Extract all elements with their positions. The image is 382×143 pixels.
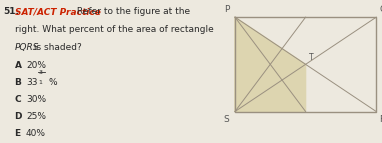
Text: 30%: 30% bbox=[26, 95, 46, 104]
Text: 3: 3 bbox=[39, 70, 42, 75]
Text: right. What percent of the area of rectangle: right. What percent of the area of recta… bbox=[15, 25, 213, 34]
Text: 1: 1 bbox=[39, 80, 42, 85]
Polygon shape bbox=[235, 17, 306, 112]
Text: R: R bbox=[379, 115, 382, 124]
Text: 25%: 25% bbox=[26, 112, 46, 121]
Text: P: P bbox=[224, 5, 229, 14]
Text: D: D bbox=[15, 112, 22, 121]
Text: Refer to the figure at the: Refer to the figure at the bbox=[74, 7, 191, 16]
Text: SAT/ACT Practice: SAT/ACT Practice bbox=[15, 7, 100, 16]
Text: T: T bbox=[309, 53, 313, 62]
Text: 51.: 51. bbox=[3, 7, 19, 16]
Text: is shaded?: is shaded? bbox=[31, 43, 82, 52]
Text: E: E bbox=[15, 129, 21, 138]
Text: 20%: 20% bbox=[26, 61, 46, 70]
Text: A: A bbox=[15, 61, 21, 70]
Text: 40%: 40% bbox=[26, 129, 46, 138]
Text: 33: 33 bbox=[26, 78, 37, 87]
Text: PQRS: PQRS bbox=[15, 43, 39, 52]
Text: S: S bbox=[223, 115, 229, 124]
Text: B: B bbox=[15, 78, 21, 87]
Text: Q: Q bbox=[379, 5, 382, 14]
Text: %: % bbox=[48, 78, 57, 87]
Text: C: C bbox=[15, 95, 21, 104]
